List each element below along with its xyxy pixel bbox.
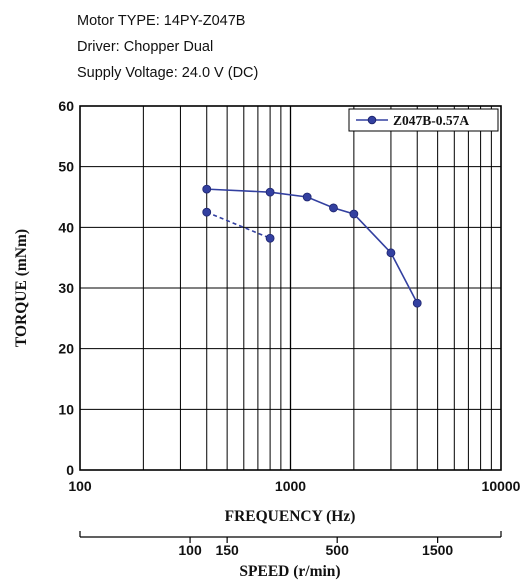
y-tick-label: 10	[58, 401, 74, 417]
y-tick-label: 30	[58, 280, 74, 296]
y-tick-label: 60	[58, 98, 74, 114]
y-tick-label: 40	[58, 219, 74, 235]
data-point	[386, 248, 396, 258]
data-point	[302, 192, 312, 202]
data-point	[349, 209, 359, 219]
y-tick-label: 0	[66, 462, 74, 478]
data-point	[412, 298, 422, 308]
legend-label: Z047B-0.57A	[393, 113, 469, 128]
y-tick-label: 20	[58, 341, 74, 357]
data-point	[329, 203, 338, 213]
x-axis-title: FREQUENCY (Hz)	[225, 508, 356, 525]
legend: Z047B-0.57A	[348, 108, 499, 132]
speed-tick-label: 100	[178, 542, 202, 558]
x-tick-label: 100	[68, 478, 92, 494]
data-point	[265, 233, 275, 243]
speed-tick-labels: 100 150 500 1500	[79, 531, 502, 558]
data-point	[202, 184, 212, 194]
speed-tick-label: 1500	[422, 542, 453, 558]
legend-box	[348, 108, 499, 132]
plot-frame	[79, 105, 502, 471]
speed-tick-label: 500	[326, 542, 350, 558]
series-line	[206, 188, 418, 304]
speed-tick-label: 150	[215, 542, 239, 558]
grid	[80, 106, 501, 470]
supply-voltage-text: Supply Voltage: 24.0 V (DC)	[77, 65, 258, 81]
x-tick-label: 1000	[275, 478, 306, 494]
series	[202, 184, 422, 308]
x-tick-label: 10000	[482, 478, 521, 494]
data-point	[202, 207, 212, 217]
x-tick-labels: 100 1000 10000	[68, 478, 520, 494]
series-line-dashed	[206, 211, 271, 239]
data-point	[265, 187, 275, 197]
y-tick-labels: 0 10 20 30 40 50 60	[58, 98, 74, 478]
motor-type-text: Motor TYPE: 14PY-Z047B	[77, 13, 245, 29]
driver-text: Driver: Chopper Dual	[77, 39, 213, 55]
speed-axis: 100 150 500 1500 SPEED (r/min)	[79, 531, 502, 580]
speed-axis-title: SPEED (r/min)	[239, 563, 340, 580]
y-tick-label: 50	[58, 159, 74, 175]
y-axis-title: TORQUE (mNm)	[13, 229, 30, 347]
legend-marker	[367, 115, 377, 125]
